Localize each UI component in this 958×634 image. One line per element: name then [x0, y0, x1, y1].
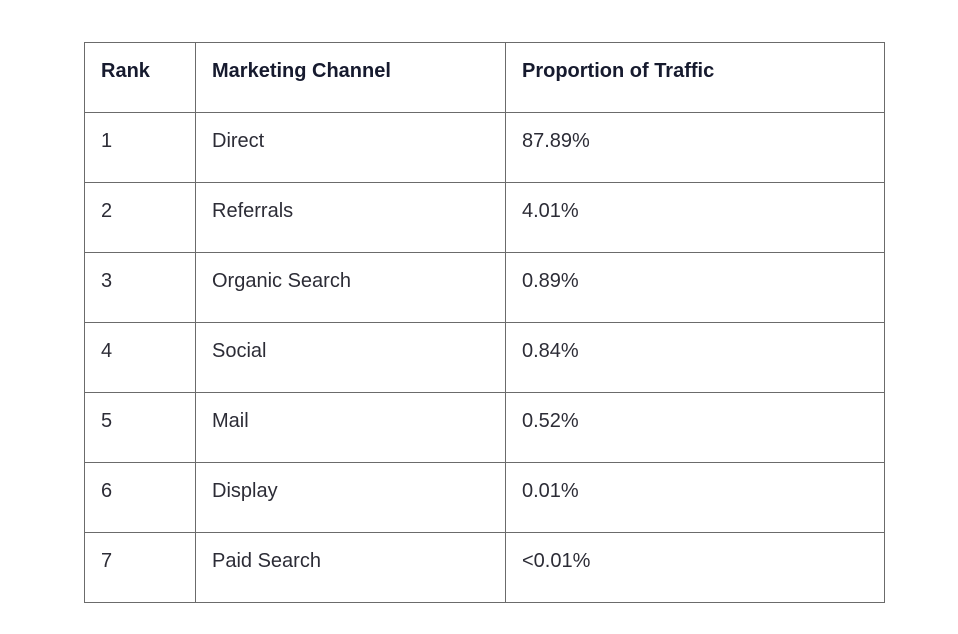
proportion-cell: 0.89% — [505, 252, 885, 323]
channel-cell: Referrals — [195, 182, 506, 253]
header-rank: Rank — [84, 42, 196, 113]
header-channel: Marketing Channel — [195, 42, 506, 113]
channel-cell: Paid Search — [195, 532, 506, 603]
channel-cell: Display — [195, 462, 506, 533]
table-row: 7 Paid Search <0.01% — [84, 532, 885, 603]
table-row: 2 Referrals 4.01% — [84, 182, 885, 253]
table-row: 3 Organic Search 0.89% — [84, 252, 885, 323]
channel-cell: Organic Search — [195, 252, 506, 323]
table-row: 1 Direct 87.89% — [84, 112, 885, 183]
header-proportion: Proportion of Traffic — [505, 42, 885, 113]
rank-cell: 3 — [84, 252, 196, 323]
proportion-cell: 0.84% — [505, 322, 885, 393]
proportion-cell: 0.52% — [505, 392, 885, 463]
traffic-table: Rank Marketing Channel Proportion of Tra… — [84, 42, 885, 603]
rank-cell: 4 — [84, 322, 196, 393]
rank-cell: 6 — [84, 462, 196, 533]
channel-cell: Social — [195, 322, 506, 393]
rank-cell: 7 — [84, 532, 196, 603]
proportion-cell: <0.01% — [505, 532, 885, 603]
header-row: Rank Marketing Channel Proportion of Tra… — [84, 42, 885, 113]
channel-cell: Mail — [195, 392, 506, 463]
rank-cell: 2 — [84, 182, 196, 253]
proportion-cell: 0.01% — [505, 462, 885, 533]
table-row: 4 Social 0.84% — [84, 322, 885, 393]
rank-cell: 1 — [84, 112, 196, 183]
proportion-cell: 87.89% — [505, 112, 885, 183]
rank-cell: 5 — [84, 392, 196, 463]
table-row: 6 Display 0.01% — [84, 462, 885, 533]
proportion-cell: 4.01% — [505, 182, 885, 253]
channel-cell: Direct — [195, 112, 506, 183]
table-row: 5 Mail 0.52% — [84, 392, 885, 463]
